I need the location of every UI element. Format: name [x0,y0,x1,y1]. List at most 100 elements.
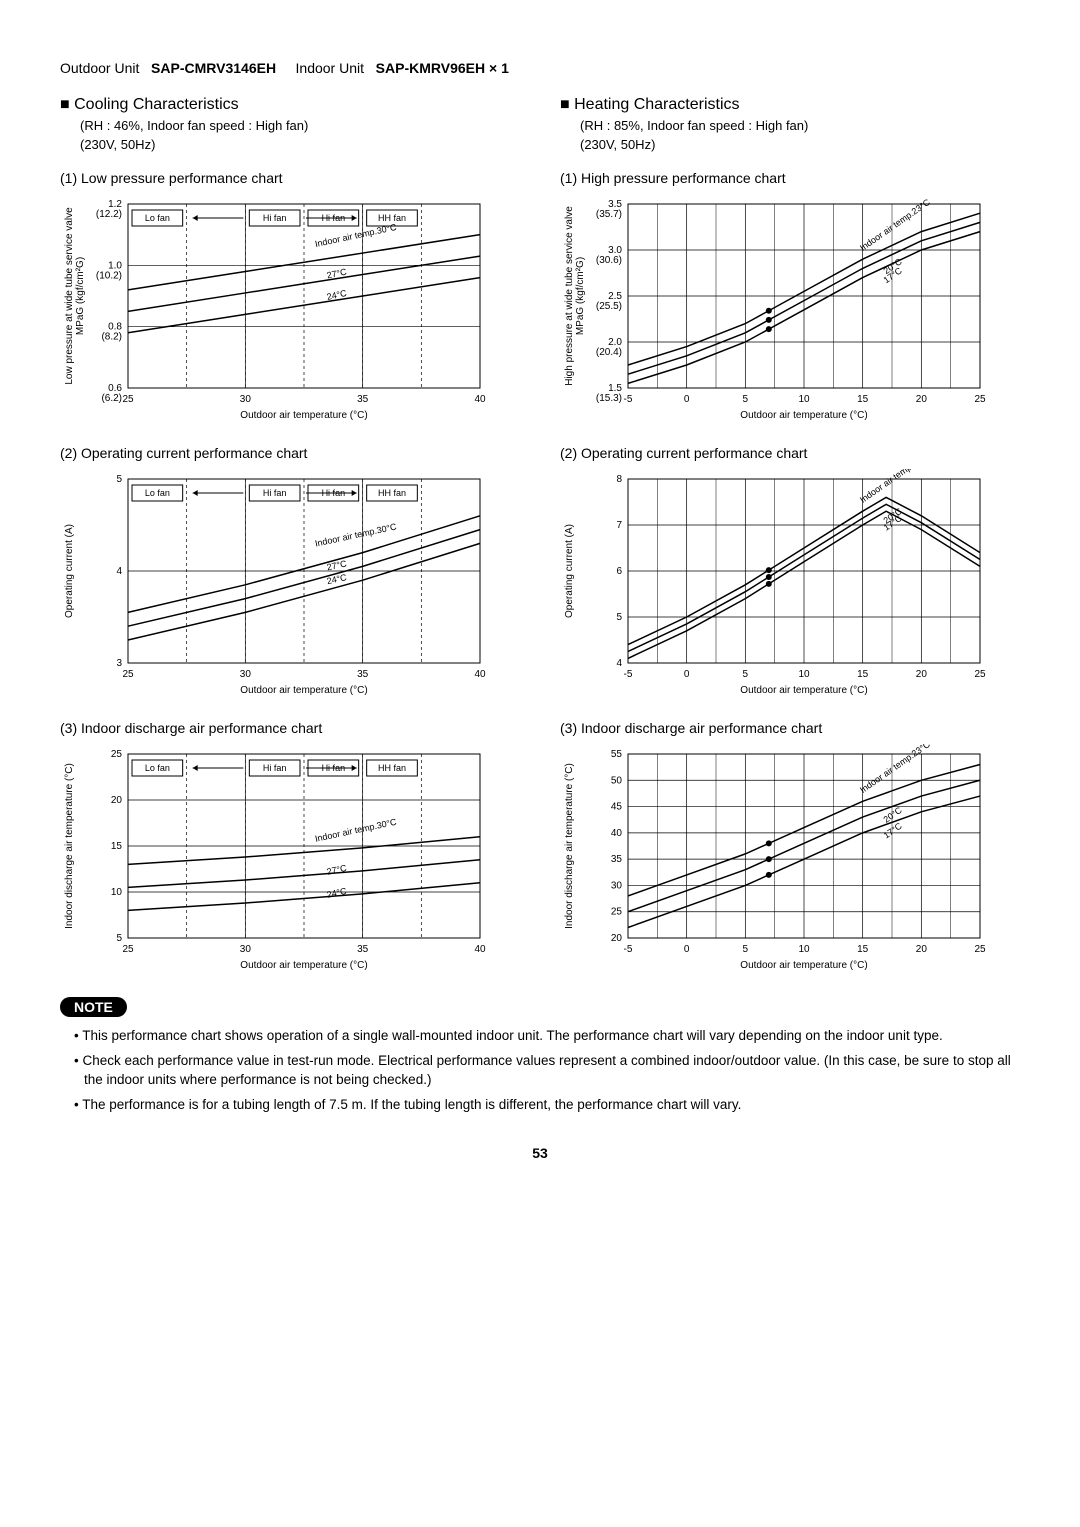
svg-text:35: 35 [357,669,369,680]
svg-text:27°C: 27°C [326,863,348,877]
note-badge: NOTE [60,997,127,1017]
svg-text:10: 10 [111,887,123,898]
svg-text:Hi fan: Hi fan [263,213,287,223]
svg-text:7: 7 [616,520,622,531]
svg-text:Outdoor air temperature (°C): Outdoor air temperature (°C) [740,960,867,971]
cooling-chart2: 34525303540Lo fanHi fanHi fanHH fanIndoo… [60,469,520,702]
svg-text:3: 3 [116,658,122,669]
svg-text:0: 0 [684,669,690,680]
svg-text:35: 35 [357,944,369,955]
svg-text:20: 20 [916,669,928,680]
svg-text:Outdoor air temperature (°C): Outdoor air temperature (°C) [740,685,867,696]
svg-text:Indoor discharge air temperatu: Indoor discharge air temperature (°C) [564,763,575,929]
svg-text:30: 30 [240,944,252,955]
svg-text:40: 40 [474,394,486,405]
svg-text:5: 5 [743,944,749,955]
svg-text:25: 25 [974,944,986,955]
svg-text:5: 5 [743,669,749,680]
cooling-chart3: 51015202525303540Lo fanHi fanHi fanHH fa… [60,744,520,977]
svg-text:-5: -5 [624,669,633,680]
cooling-title: ■ Cooling Characteristics [60,96,520,114]
svg-text:8: 8 [616,474,622,485]
svg-text:27°C: 27°C [326,266,348,280]
svg-text:Outdoor air temperature (°C): Outdoor air temperature (°C) [740,410,867,421]
svg-text:10: 10 [798,394,810,405]
svg-text:5: 5 [116,933,122,944]
svg-text:0: 0 [684,394,690,405]
svg-text:5: 5 [616,612,622,623]
svg-text:10: 10 [798,669,810,680]
svg-text:17°C: 17°C [882,820,905,840]
svg-text:(25.5): (25.5) [596,301,622,312]
svg-text:25: 25 [974,669,986,680]
svg-text:Operating current (A): Operating current (A) [64,524,75,618]
svg-text:HH fan: HH fan [378,763,406,773]
svg-text:15: 15 [857,944,869,955]
indoor-model: SAP-KMRV96EH × 1 [376,60,509,76]
svg-text:24°C: 24°C [326,572,348,586]
note-item: Check each performance value in test-run… [74,1052,1020,1090]
heating-chart2-title: (2) Operating current performance chart [560,445,1020,461]
cooling-chart1-title: (1) Low pressure performance chart [60,170,520,186]
svg-text:(12.2): (12.2) [96,209,122,220]
svg-text:(20.4): (20.4) [596,347,622,358]
note-item: This performance chart shows operation o… [74,1027,1020,1046]
svg-text:55: 55 [611,749,623,760]
cooling-chart2-title: (2) Operating current performance chart [60,445,520,461]
svg-text:25: 25 [974,394,986,405]
notes-list: This performance chart shows operation o… [60,1027,1020,1115]
svg-text:(10.2): (10.2) [96,270,122,281]
svg-text:15: 15 [111,841,123,852]
header: Outdoor Unit SAP-CMRV3146EH Indoor Unit … [60,60,1020,76]
svg-text:Lo fan: Lo fan [145,213,170,223]
svg-text:24°C: 24°C [326,886,348,900]
heating-chart1-title: (1) High pressure performance chart [560,170,1020,186]
svg-text:4: 4 [616,658,622,669]
svg-text:(6.2): (6.2) [101,393,122,404]
svg-text:Operating current (A): Operating current (A) [564,524,575,618]
svg-text:20: 20 [916,394,928,405]
heating-chart3: 2025303540455055-50510152025Indoor air t… [560,744,1020,977]
svg-text:Outdoor air temperature (°C): Outdoor air temperature (°C) [240,685,367,696]
indoor-label: Indoor Unit [296,60,364,76]
svg-text:50: 50 [611,775,623,786]
svg-text:Low pressure at wide tube serv: Low pressure at wide tube service valveM… [64,207,86,385]
svg-text:5: 5 [743,394,749,405]
heating-chart1: 1.5(15.3)2.0(20.4)2.5(25.5)3.0(30.6)3.5(… [560,194,1020,427]
svg-text:40: 40 [474,944,486,955]
svg-text:Hi fan: Hi fan [263,488,287,498]
svg-text:10: 10 [798,944,810,955]
heating-sub2: (230V, 50Hz) [580,137,1020,152]
svg-text:24°C: 24°C [326,288,348,302]
svg-text:Outdoor air temperature (°C): Outdoor air temperature (°C) [240,410,367,421]
svg-text:30: 30 [611,880,623,891]
svg-text:25: 25 [122,394,134,405]
cooling-chart1: 0.6(6.2)0.8(8.2)1.0(10.2)1.2(12.2)253035… [60,194,520,427]
heating-sub1: (RH : 85%, Indoor fan speed : High fan) [580,118,1020,133]
svg-text:Outdoor air temperature (°C): Outdoor air temperature (°C) [240,960,367,971]
svg-text:HH fan: HH fan [378,213,406,223]
svg-text:4: 4 [116,566,122,577]
svg-text:(8.2): (8.2) [101,332,122,343]
heating-title: ■ Heating Characteristics [560,96,1020,114]
svg-text:5: 5 [116,474,122,485]
svg-text:Indoor air temp.30°C: Indoor air temp.30°C [314,817,398,844]
outdoor-model: SAP-CMRV3146EH [151,60,276,76]
cooling-sub2: (230V, 50Hz) [80,137,520,152]
svg-text:25: 25 [611,907,623,918]
svg-text:15: 15 [857,669,869,680]
cooling-column: ■ Cooling Characteristics (RH : 46%, Ind… [60,96,520,977]
svg-text:Lo fan: Lo fan [145,763,170,773]
cooling-chart3-title: (3) Indoor discharge air performance cha… [60,720,520,736]
heating-column: ■ Heating Characteristics (RH : 85%, Ind… [560,96,1020,977]
svg-text:30: 30 [240,669,252,680]
svg-text:25: 25 [122,669,134,680]
svg-text:Lo fan: Lo fan [145,488,170,498]
svg-text:35: 35 [611,854,623,865]
svg-text:-5: -5 [624,394,633,405]
svg-text:15: 15 [857,394,869,405]
svg-text:(35.7): (35.7) [596,209,622,220]
heating-chart3-title: (3) Indoor discharge air performance cha… [560,720,1020,736]
cooling-sub1: (RH : 46%, Indoor fan speed : High fan) [80,118,520,133]
svg-text:45: 45 [611,802,623,813]
